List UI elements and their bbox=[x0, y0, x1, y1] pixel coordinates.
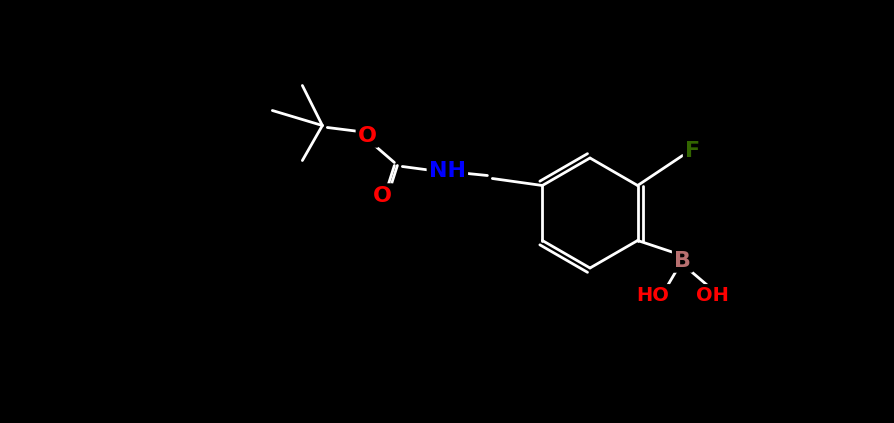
Text: B: B bbox=[673, 250, 690, 270]
Text: NH: NH bbox=[428, 160, 466, 181]
Text: HO: HO bbox=[636, 286, 669, 305]
Text: O: O bbox=[358, 126, 376, 146]
Text: O: O bbox=[373, 186, 392, 206]
Text: OH: OH bbox=[696, 286, 729, 305]
Text: F: F bbox=[684, 140, 699, 160]
